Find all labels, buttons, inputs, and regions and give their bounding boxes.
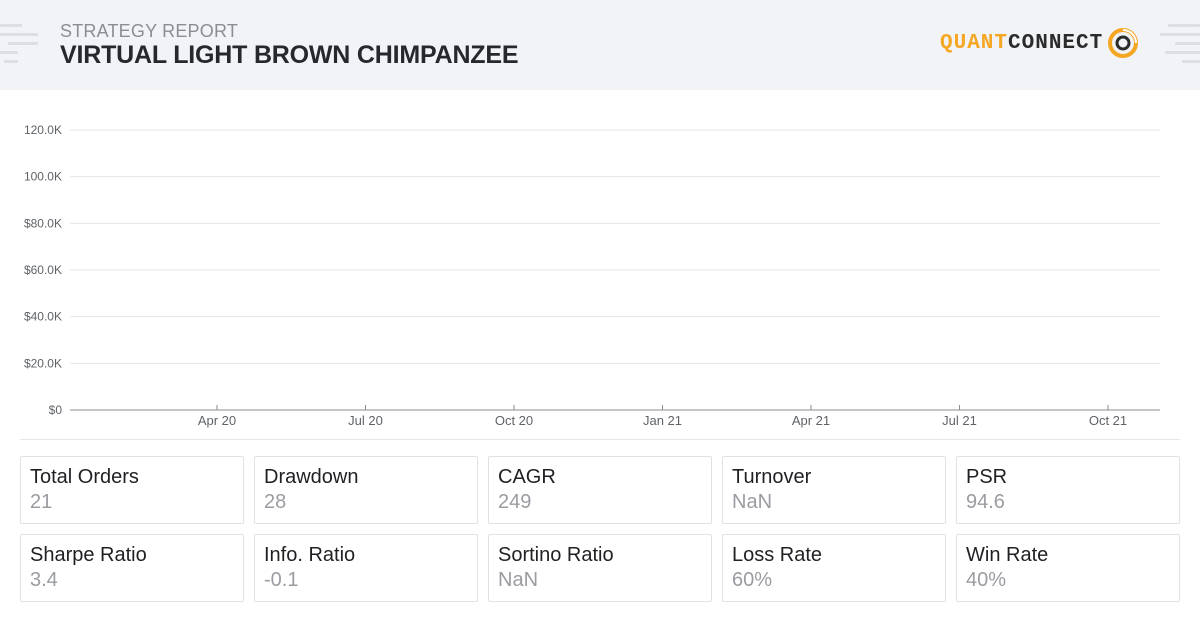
decorative-line [8,42,38,45]
quantconnect-ring-icon [1108,28,1139,58]
decorative-line [0,24,22,27]
stat-label: Sharpe Ratio [30,544,147,566]
stat-label: Turnover [732,466,812,488]
stat-card-total-orders: Total Orders 21 [20,456,244,524]
equity-chart-svg: $0 $20.0K $40.0K $60.0K $80.0K 100.0K 120.0K Ap… [24,123,1160,428]
equity-chart: $0 $20.0K $40.0K $60.0K $80.0K 100.0K 120.0K Ap… [0,110,1200,435]
stats-grid: Total Orders 21 Drawdown 28 CAGR 249 Tur… [20,456,1180,602]
y-tick-label: $60.0K [24,263,62,277]
y-tick-label: $80.0K [24,216,62,230]
y-tick-label: $0 [49,403,63,417]
decorative-line [4,60,18,63]
stat-card-info-ratio: Info. Ratio -0.1 [254,534,478,602]
report-header: STRATEGY REPORT VIRTUAL LIGHT BROWN CHIM… [0,0,1200,90]
decorative-line [1175,42,1200,45]
stat-label: Loss Rate [732,544,823,566]
stat-card-loss-rate: Loss Rate 60% [722,534,946,602]
x-tick-label: Jul 20 [348,413,383,428]
stat-value: 21 [30,491,53,513]
stat-value: 40% [966,569,1007,591]
decorative-line [0,51,18,54]
stat-label: Total Orders [30,466,139,488]
x-tick-label: Apr 21 [792,413,830,428]
x-tick-label: Oct 21 [1089,413,1127,428]
y-tick-label: 120.0K [24,123,62,137]
y-tick-label: $20.0K [24,356,62,370]
decorative-line [1182,60,1200,63]
stat-value: NaN [498,569,539,591]
stat-label: Sortino Ratio [498,544,614,566]
strategy-title: VIRTUAL LIGHT BROWN CHIMPANZEE [60,41,519,69]
x-tick-label: Jul 21 [942,413,977,428]
divider [20,439,1180,440]
decorative-line [1168,24,1200,27]
stat-label: PSR [966,466,1008,488]
decorative-line [1165,51,1200,54]
stat-value: 3.4 [30,569,58,591]
report-subtitle: STRATEGY REPORT [60,21,239,41]
stat-value: 249 [498,491,532,513]
stat-label: Drawdown [264,466,359,488]
stat-label: Info. Ratio [264,544,356,566]
x-tick-label: Apr 20 [198,413,236,428]
stat-value: 28 [264,491,287,513]
x-tick-label: Jan 21 [643,413,682,428]
stat-card-win-rate: Win Rate 40% [956,534,1180,602]
logo-text-connect: CONNECT [1008,31,1104,55]
logo-text-quant: QUANT [940,31,1009,55]
decorative-line [1160,33,1200,36]
y-tick-label: $40.0K [24,310,62,324]
stat-card-cagr: CAGR 249 [488,456,712,524]
quantconnect-logo: QUANT CONNECT [940,26,1140,60]
stat-label: Win Rate [966,544,1049,566]
stat-value: 60% [732,569,773,591]
stat-value: -0.1 [264,569,299,591]
stat-card-sortino-ratio: Sortino Ratio NaN [488,534,712,602]
stat-card-psr: PSR 94.6 [956,456,1180,524]
stat-card-drawdown: Drawdown 28 [254,456,478,524]
stat-card-turnover: Turnover NaN [722,456,946,524]
x-tick-label: Oct 20 [495,413,533,428]
decorative-line [0,33,38,36]
y-tick-label: 100.0K [24,170,62,184]
stat-value: NaN [732,491,773,513]
stat-label: CAGR [498,466,556,488]
stat-card-sharpe-ratio: Sharpe Ratio 3.4 [20,534,244,602]
stat-value: 94.6 [966,491,1005,513]
